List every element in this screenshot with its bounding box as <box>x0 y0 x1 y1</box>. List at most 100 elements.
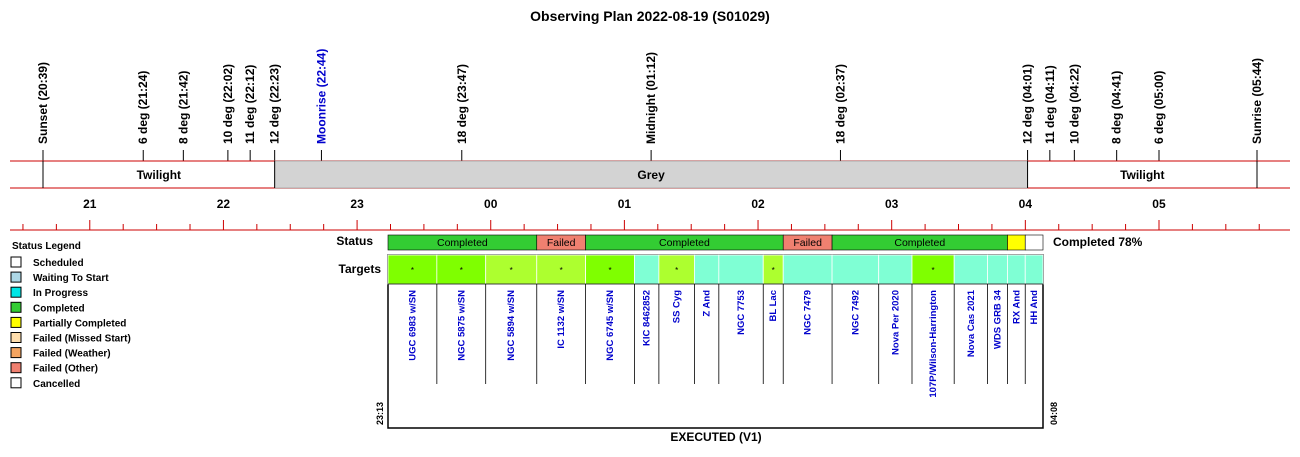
legend-swatch <box>10 316 22 328</box>
targets-row-label: Targets <box>339 262 382 276</box>
event-label: 11 deg (22:12) <box>243 65 257 144</box>
event-label: 11 deg (04:11) <box>1043 65 1057 144</box>
target-done-marker: * <box>675 266 678 275</box>
target-name: NGC 7492 <box>850 290 861 335</box>
target-name: UGC 6983 w/SN <box>407 290 418 361</box>
target-done-marker: * <box>460 266 463 275</box>
target-name: BL Lac <box>768 290 779 322</box>
target-name: Nova Cas 2021 <box>966 289 977 357</box>
event-label: 12 deg (04:01) <box>1021 64 1035 144</box>
legend-swatch <box>10 286 22 298</box>
target-block <box>634 254 660 285</box>
target-name: NGC 6745 w/SN <box>605 290 616 361</box>
event-label: 18 deg (23:47) <box>455 64 469 144</box>
target-name: SS Cyg <box>672 290 683 323</box>
event-label: 8 deg (21:42) <box>176 71 190 144</box>
target-block <box>387 254 438 285</box>
legend-item-label: Failed (Other) <box>33 364 98 375</box>
phase-shade <box>274 160 1028 189</box>
hour-tick-label: 22 <box>217 197 231 211</box>
target-block <box>1007 254 1026 285</box>
legend-item-label: Failed (Weather) <box>33 349 111 360</box>
event-label: 6 deg (21:24) <box>136 71 150 144</box>
target-done-marker: * <box>932 266 935 275</box>
target-done-marker: * <box>772 266 775 275</box>
hour-tick-label: 03 <box>885 197 899 211</box>
target-name: Nova Per 2020 <box>890 290 901 355</box>
target-done-marker: * <box>411 266 414 275</box>
legend-item-label: Cancelled <box>33 379 80 390</box>
target-name: HH And <box>1029 290 1040 325</box>
event-label: Sunset (20:39) <box>36 62 50 144</box>
status-block-label: Failed <box>793 237 822 249</box>
status-block-label: Completed <box>894 237 945 249</box>
event-label: 12 deg (22:23) <box>268 64 282 144</box>
target-done-marker: * <box>510 266 513 275</box>
legend-swatch <box>10 332 22 343</box>
target-block <box>436 254 487 285</box>
target-name: WDS GRB 34 <box>993 289 1004 349</box>
target-block <box>987 254 1008 285</box>
legend-item-label: Failed (Missed Start) <box>33 334 131 345</box>
night-phase-band: Twilight Grey Twilight <box>10 160 1290 189</box>
status-block-label: Completed <box>437 237 488 249</box>
target-block <box>953 254 988 285</box>
legend-item-label: Scheduled <box>33 258 84 269</box>
legend-item-label: Partially Completed <box>33 318 126 329</box>
target-name: 107P/Wilson-Harrington <box>928 290 939 398</box>
target-block <box>485 254 538 285</box>
target-block <box>718 254 764 285</box>
start-time-label: 23:13 <box>375 402 385 425</box>
legend-swatch <box>10 271 22 283</box>
target-name: IC 1132 w/SN <box>556 290 567 349</box>
legend-swatch <box>10 347 22 359</box>
event-label: Sunrise (05:44) <box>1250 58 1264 144</box>
status-block-label: Completed <box>659 237 710 249</box>
event-label: 8 deg (04:41) <box>1110 71 1124 144</box>
event-markers: Sunset (20:39) 6 deg (21:24) 8 deg (21:42)… <box>36 49 1264 161</box>
legend-item-label: Waiting To Start <box>33 273 109 284</box>
completion-percent: Completed 78% <box>1053 235 1143 249</box>
legend-swatch <box>10 256 22 268</box>
target-block <box>658 254 695 285</box>
target-name: NGC 5875 w/SN <box>456 290 467 361</box>
status-row: Completed Failed Completed Failed Completed <box>387 234 1044 251</box>
legend-swatch <box>10 301 22 313</box>
target-name: Z And <box>702 290 713 317</box>
event-label: 10 deg (04:22) <box>1067 64 1081 144</box>
targets-row: * UGC 6983 w/SN * NGC 5875 w/SN * NGC 5894 w/… <box>387 254 1044 429</box>
target-block <box>878 254 913 285</box>
target-block <box>1024 254 1044 285</box>
event-label: 10 deg (22:02) <box>221 64 235 144</box>
legend-title: Status Legend <box>12 241 81 252</box>
phase-label: Twilight <box>137 168 181 182</box>
event-label: Midnight (01:12) <box>644 52 658 144</box>
event-label: Moonrise (22:44) <box>314 49 328 144</box>
legend-swatch <box>10 377 22 389</box>
target-name: NGC 7753 <box>736 290 747 335</box>
legend-item-label: In Progress <box>33 288 88 299</box>
target-name: RX And <box>1011 290 1022 324</box>
event-label: 18 deg (02:37) <box>834 64 848 144</box>
hour-tick-label: 02 <box>751 197 765 211</box>
status-legend: Status Legend Scheduled Waiting To Start I… <box>10 241 131 390</box>
legend-item-label: Completed <box>33 303 85 314</box>
event-label: 6 deg (05:00) <box>1152 71 1166 144</box>
status-row-label: Status <box>336 234 373 248</box>
target-name: NGC 7479 <box>803 290 814 335</box>
legend-swatch <box>10 362 22 374</box>
hour-tick-label: 00 <box>484 197 498 211</box>
hour-tick-label: 05 <box>1152 197 1166 211</box>
hour-tick-label: 21 <box>83 197 97 211</box>
target-block <box>831 254 880 285</box>
status-block <box>1024 234 1044 251</box>
target-name: NGC 5894 w/SN <box>506 290 517 361</box>
executed-footer: EXECUTED (V1) <box>670 430 761 444</box>
target-done-marker: * <box>560 266 563 275</box>
target-block <box>694 254 720 285</box>
hour-tick-label: 04 <box>1019 197 1033 211</box>
target-name: KIC 8462852 <box>642 290 653 346</box>
chart-title: Observing Plan 2022-08-19 (S01029) <box>530 8 770 24</box>
end-time-label: 04:08 <box>1049 402 1059 425</box>
